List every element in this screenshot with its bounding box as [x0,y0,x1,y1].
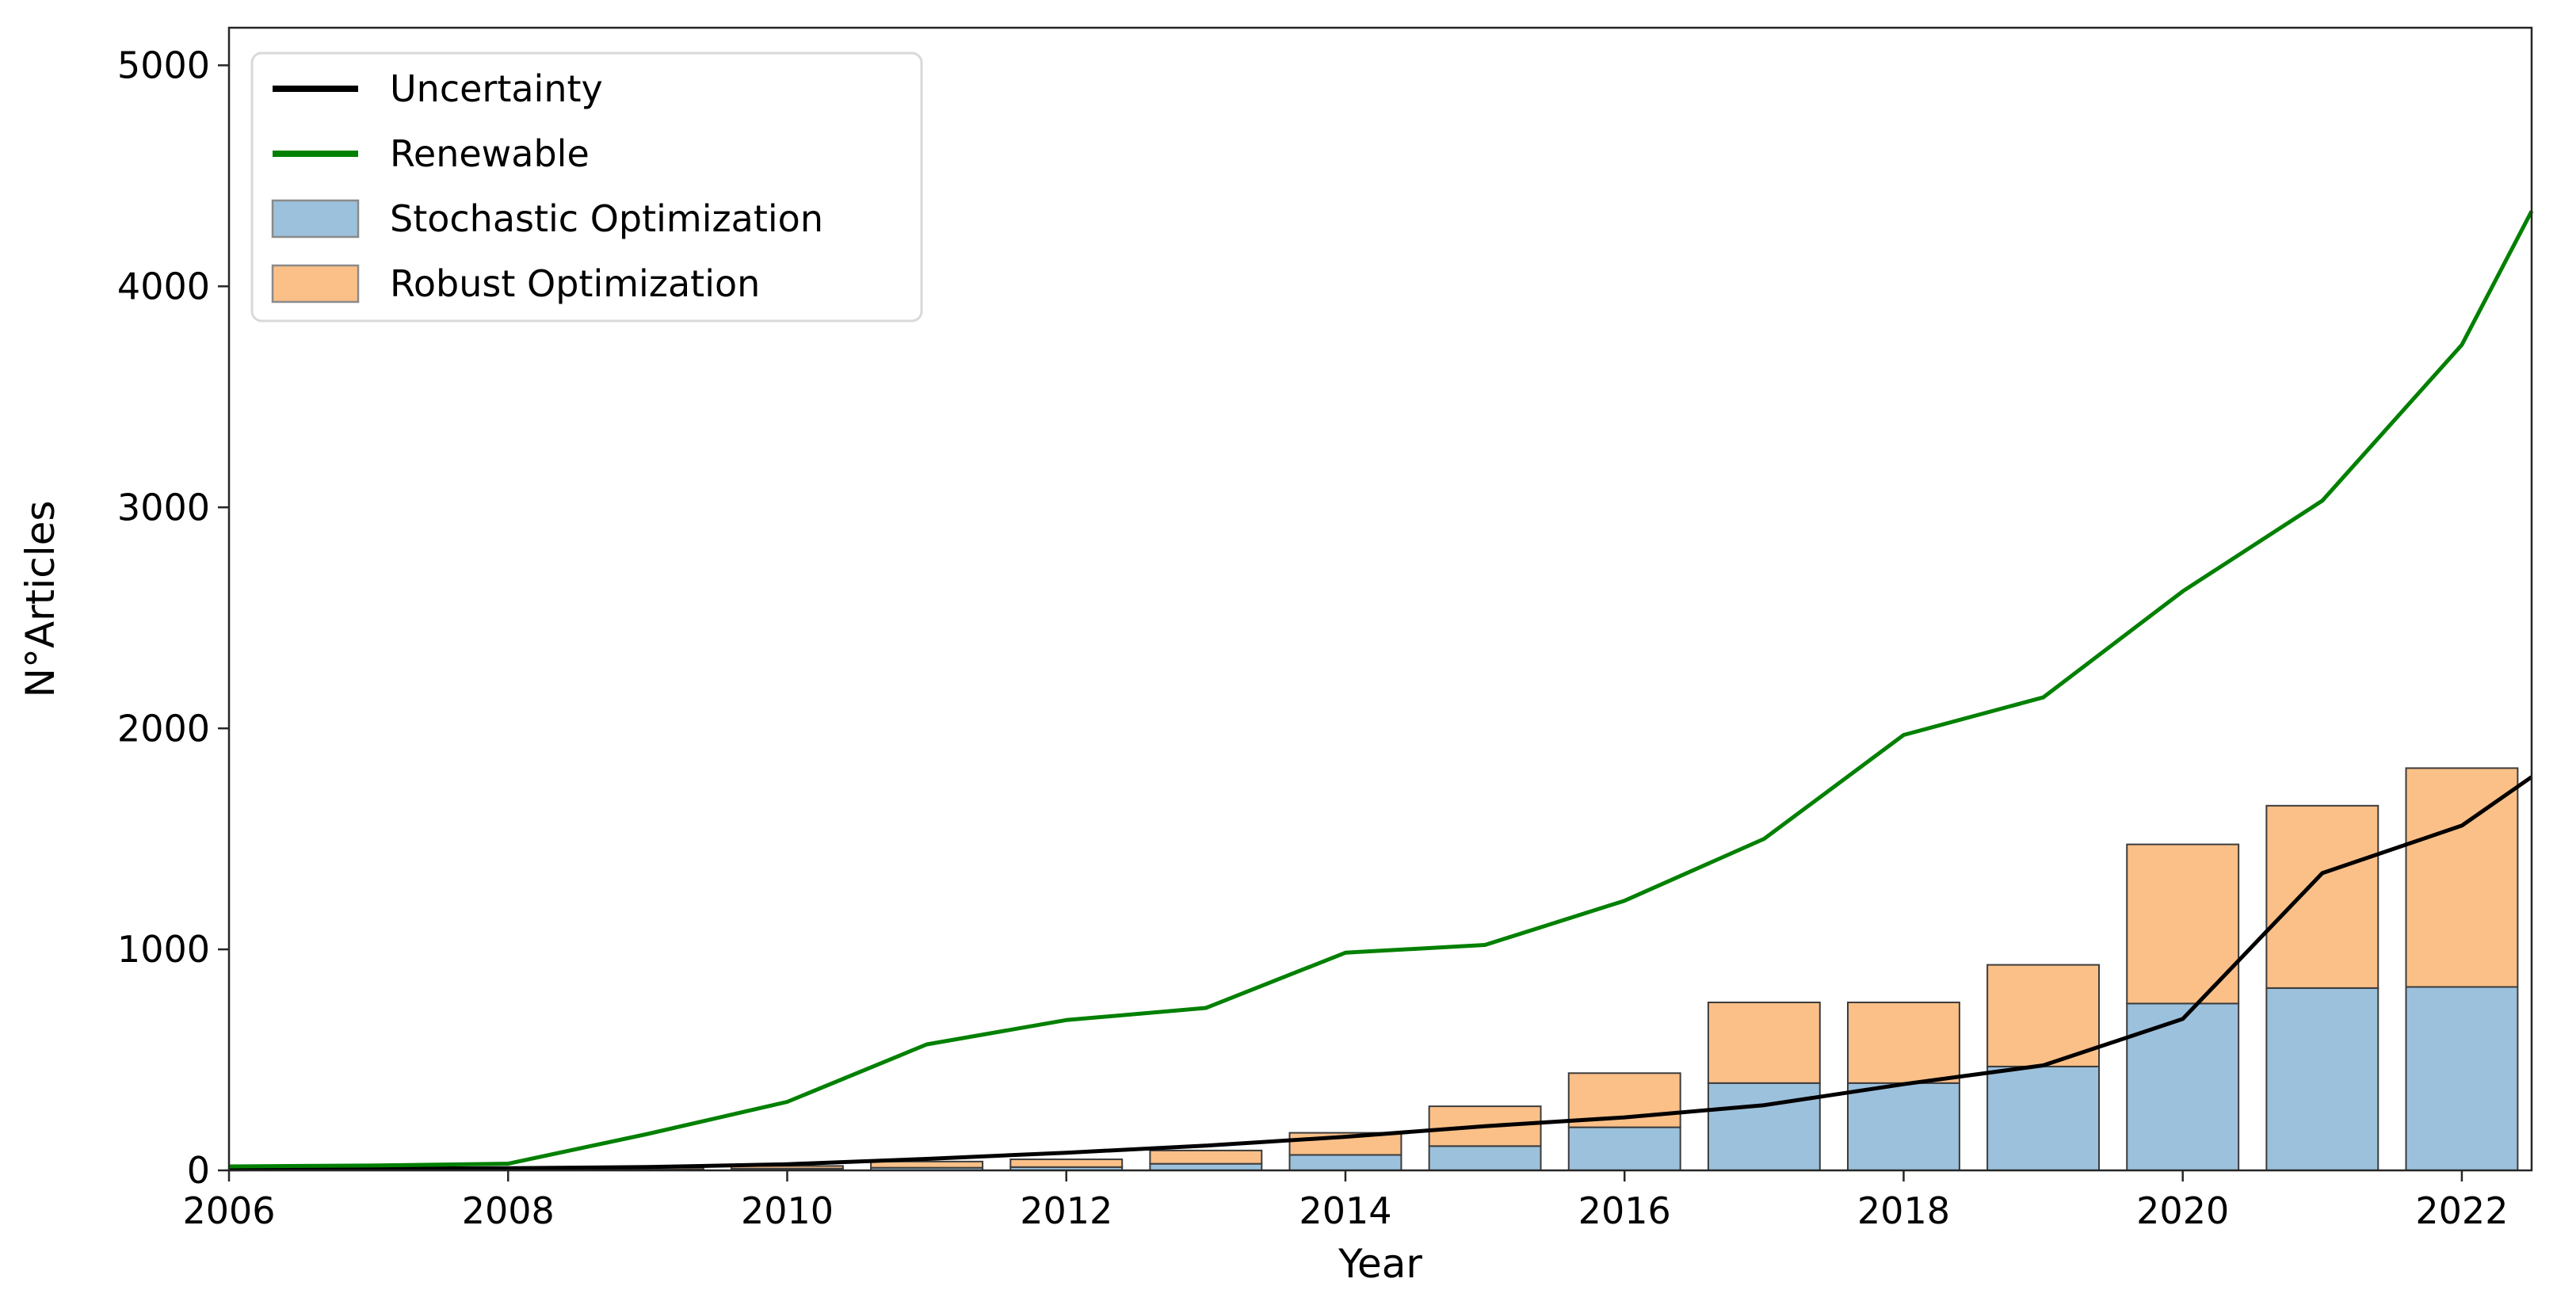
legend-patch-sample [271,199,360,239]
robust-bar [1986,964,2101,1067]
stochastic-bar [1986,1065,2101,1171]
stochastic-bar [1428,1145,1542,1171]
axes-layer [218,26,2533,1181]
y-tick-label: 4000 [117,265,210,307]
x-tick-label: 2006 [182,1189,275,1232]
stochastic-bar [1149,1162,1263,1171]
lines-layer [228,210,2534,1172]
stochastic-bar [1847,1082,1960,1172]
x-tick-label: 2014 [1299,1189,1391,1232]
robust-bar [1847,1002,1960,1084]
x-axis-title: Year [1338,1241,1422,1287]
robust-bar [2265,804,2379,989]
y-tick-label: 0 [187,1149,210,1192]
robust-bar [2405,767,2519,988]
renewable-line [228,210,2534,1169]
y-tick-label: 3000 [117,486,210,529]
robust-bar [2126,843,2240,1005]
bars-layer [590,767,2519,1172]
uncertainty-line [228,775,2533,1172]
robust-bar [870,1160,984,1169]
y-tick-label: 2000 [117,707,210,750]
x-tick-label: 2016 [1578,1189,1671,1232]
legend-item-label: Robust Optimization [390,262,760,305]
x-tick-label: 2010 [741,1189,834,1232]
x-tick-label: 2008 [462,1189,555,1232]
stochastic-bar [1567,1126,1681,1171]
legend-item-label: Stochastic Optimization [390,197,823,240]
y-axis-title: N°Articles [17,501,63,698]
plot-spines [227,26,2533,1172]
x-tick-label: 2022 [2415,1189,2508,1232]
tick-labels-layer: 2006 2008 2010 2012 2014 2016 2018 2020 2022 0 100… [117,44,2509,1232]
legend-box [250,52,923,323]
robust-bar [1707,1002,1821,1084]
legend-patch-sample [271,264,360,303]
x-tick-label: 2012 [1020,1189,1112,1232]
robust-bar [1009,1158,1124,1168]
legend: Uncertainty Renewable Stochastic Optimizat… [250,52,923,323]
legend-item-label: Renewable [390,132,590,175]
legend-item-label: Uncertainty [390,67,603,110]
robust-bar [1149,1149,1263,1165]
stochastic-bar [1288,1154,1402,1172]
stochastic-bar [2126,1002,2240,1172]
stochastic-bar [1707,1082,1821,1172]
x-tick-label: 2018 [1857,1189,1950,1232]
y-tick-label: 5000 [117,44,210,87]
robust-bar [1288,1132,1402,1156]
y-tick-label: 1000 [117,928,210,971]
stochastic-bar [2405,986,2519,1171]
x-tick-label: 2020 [2136,1189,2229,1232]
stochastic-bar [2265,987,2379,1172]
